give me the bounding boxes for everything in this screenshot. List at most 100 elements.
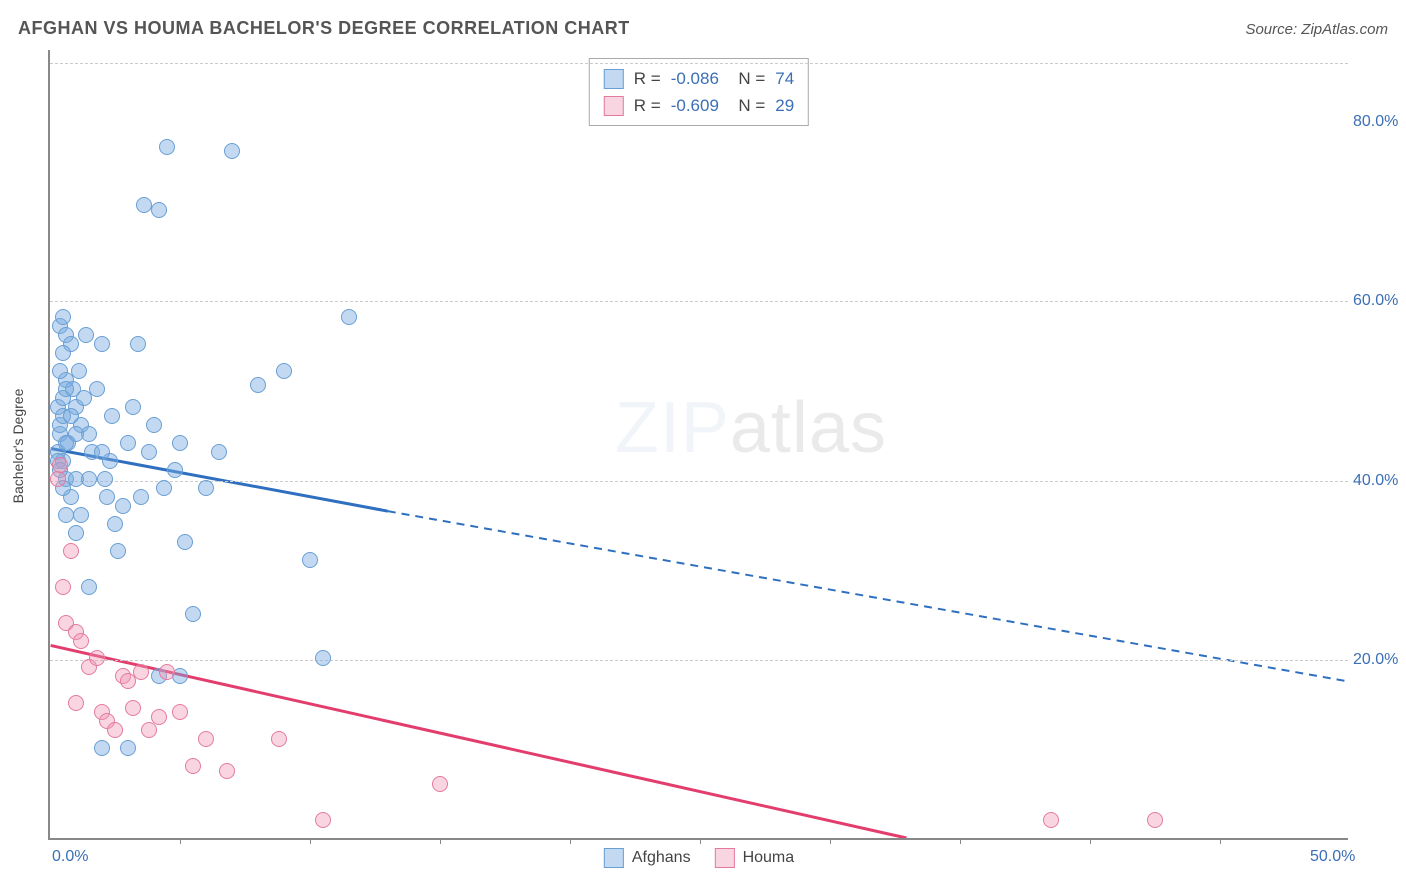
data-point bbox=[97, 471, 113, 487]
data-point bbox=[125, 700, 141, 716]
x-tick-mark bbox=[1220, 838, 1221, 844]
data-point bbox=[55, 309, 71, 325]
chart-title: AFGHAN VS HOUMA BACHELOR'S DEGREE CORREL… bbox=[18, 18, 630, 39]
legend-series: AfghansHouma bbox=[604, 848, 794, 868]
y-tick-label: 60.0% bbox=[1353, 292, 1406, 310]
data-point bbox=[63, 543, 79, 559]
data-point bbox=[58, 435, 74, 451]
data-point bbox=[94, 336, 110, 352]
gridline bbox=[50, 660, 1348, 661]
trend-lines bbox=[50, 50, 1348, 838]
data-point bbox=[52, 363, 68, 379]
data-point bbox=[55, 345, 71, 361]
data-point bbox=[133, 664, 149, 680]
x-tick-mark bbox=[180, 838, 181, 844]
legend-swatch bbox=[604, 69, 624, 89]
data-point bbox=[177, 534, 193, 550]
data-point bbox=[55, 579, 71, 595]
data-point bbox=[151, 202, 167, 218]
data-point bbox=[141, 444, 157, 460]
data-point bbox=[107, 516, 123, 532]
x-tick-mark bbox=[700, 838, 701, 844]
data-point bbox=[146, 417, 162, 433]
data-point bbox=[185, 758, 201, 774]
y-axis-label: Bachelor's Degree bbox=[10, 389, 26, 504]
data-point bbox=[63, 408, 79, 424]
data-point bbox=[68, 525, 84, 541]
legend-r-value: -0.086 bbox=[671, 65, 719, 92]
data-point bbox=[94, 740, 110, 756]
data-point bbox=[120, 435, 136, 451]
data-point bbox=[115, 498, 131, 514]
y-tick-label: 20.0% bbox=[1353, 651, 1406, 669]
data-point bbox=[73, 633, 89, 649]
data-point bbox=[94, 444, 110, 460]
legend-row: R = -0.086 N = 74 bbox=[604, 65, 794, 92]
data-point bbox=[99, 489, 115, 505]
legend-swatch bbox=[604, 848, 624, 868]
legend-r-value: -0.609 bbox=[671, 92, 719, 119]
legend-n-value: 29 bbox=[775, 92, 794, 119]
data-point bbox=[125, 399, 141, 415]
data-point bbox=[110, 543, 126, 559]
data-point bbox=[68, 695, 84, 711]
y-tick-label: 40.0% bbox=[1353, 472, 1406, 490]
x-tick-label: 0.0% bbox=[52, 848, 88, 866]
legend-r-label: R = bbox=[634, 92, 661, 119]
x-tick-mark bbox=[1090, 838, 1091, 844]
legend-swatch bbox=[604, 96, 624, 116]
legend-n-value: 74 bbox=[775, 65, 794, 92]
data-point bbox=[224, 143, 240, 159]
data-point bbox=[136, 197, 152, 213]
x-tick-mark bbox=[440, 838, 441, 844]
x-tick-mark bbox=[960, 838, 961, 844]
watermark-zip: ZIP bbox=[615, 388, 730, 468]
x-tick-mark bbox=[830, 838, 831, 844]
data-point bbox=[81, 471, 97, 487]
data-point bbox=[104, 408, 120, 424]
data-point bbox=[130, 336, 146, 352]
data-point bbox=[52, 457, 68, 473]
data-point bbox=[198, 480, 214, 496]
data-point bbox=[185, 606, 201, 622]
data-point bbox=[133, 489, 149, 505]
legend-correlation: R = -0.086 N = 74R = -0.609 N = 29 bbox=[589, 58, 809, 126]
data-point bbox=[172, 435, 188, 451]
data-point bbox=[1147, 812, 1163, 828]
data-point bbox=[58, 381, 74, 397]
data-point bbox=[141, 722, 157, 738]
gridline bbox=[50, 481, 1348, 482]
x-tick-mark bbox=[570, 838, 571, 844]
x-tick-label: 50.0% bbox=[1310, 848, 1355, 866]
data-point bbox=[219, 763, 235, 779]
x-tick-mark bbox=[310, 838, 311, 844]
y-tick-label: 80.0% bbox=[1353, 113, 1406, 131]
chart-source: Source: ZipAtlas.com bbox=[1245, 21, 1388, 38]
data-point bbox=[58, 507, 74, 523]
gridline bbox=[50, 301, 1348, 302]
watermark: ZIPatlas bbox=[615, 387, 887, 469]
data-point bbox=[159, 139, 175, 155]
data-point bbox=[151, 709, 167, 725]
data-point bbox=[159, 664, 175, 680]
data-point bbox=[172, 704, 188, 720]
data-point bbox=[156, 480, 172, 496]
data-point bbox=[71, 363, 87, 379]
data-point bbox=[89, 650, 105, 666]
legend-n-label: N = bbox=[729, 92, 765, 119]
data-point bbox=[250, 377, 266, 393]
legend-label: Houma bbox=[743, 849, 795, 867]
data-point bbox=[78, 327, 94, 343]
legend-swatch bbox=[715, 848, 735, 868]
chart-plot-area: ZIPatlas R = -0.086 N = 74R = -0.609 N =… bbox=[48, 50, 1348, 840]
data-point bbox=[120, 740, 136, 756]
data-point bbox=[73, 507, 89, 523]
gridline bbox=[50, 63, 1348, 64]
data-point bbox=[198, 731, 214, 747]
legend-n-label: N = bbox=[729, 65, 765, 92]
data-point bbox=[107, 722, 123, 738]
data-point bbox=[315, 812, 331, 828]
data-point bbox=[1043, 812, 1059, 828]
watermark-atlas: atlas bbox=[730, 388, 887, 468]
legend-r-label: R = bbox=[634, 65, 661, 92]
